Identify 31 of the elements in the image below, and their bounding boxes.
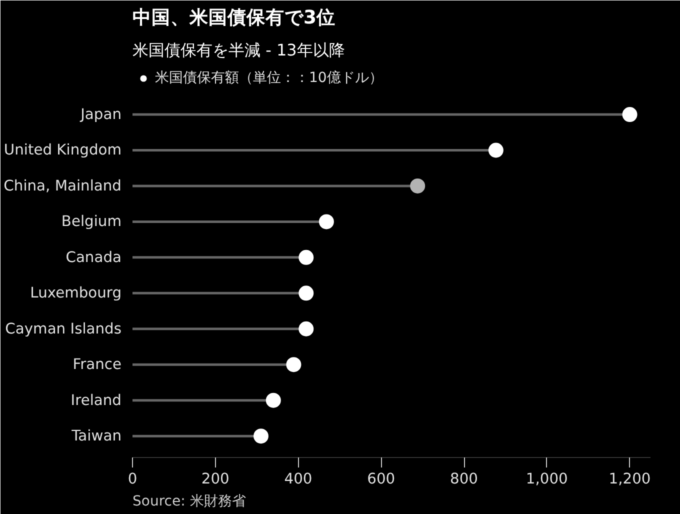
point [298,250,314,265]
source-note: Source: 米財務省 [132,494,246,510]
point [622,107,638,122]
x-tick-label: 800 [450,470,478,488]
y-tick-label: Belgium [61,213,122,230]
point [298,286,314,301]
x-tick-label: 1,000 [526,470,568,488]
point [266,392,281,408]
y-tick-label: Ireland [70,392,122,409]
y-tick-label: Taiwan [70,428,122,445]
x-tick-label: 400 [284,470,312,488]
x-tick-label: 1,200 [608,470,651,488]
x-tick-label: 0 [128,470,138,488]
x-tick-label: 600 [367,470,396,488]
x-tick-label: 200 [201,470,230,488]
point [298,321,314,336]
y-tick-label: Cayman Islands [5,320,122,338]
point [286,357,302,372]
chart-title: 中国、米国債保有で3位 [132,6,336,28]
y-tick-label: France [72,356,122,374]
point [488,142,504,158]
point [253,428,268,444]
legend-label: 米国債保有額（単位：：10億ドル） [155,69,383,87]
point [410,178,426,194]
chart-subtitle: 米国債保有を半減 - 13年以降 [132,40,345,60]
y-tick-label: Canada [66,248,122,266]
point [318,214,334,230]
y-tick-label: Japan [80,106,122,124]
y-tick-label: Luxembourg [30,284,122,302]
y-tick-label: China, Mainland [4,177,122,194]
y-tick-label: United Kingdom [4,142,122,159]
